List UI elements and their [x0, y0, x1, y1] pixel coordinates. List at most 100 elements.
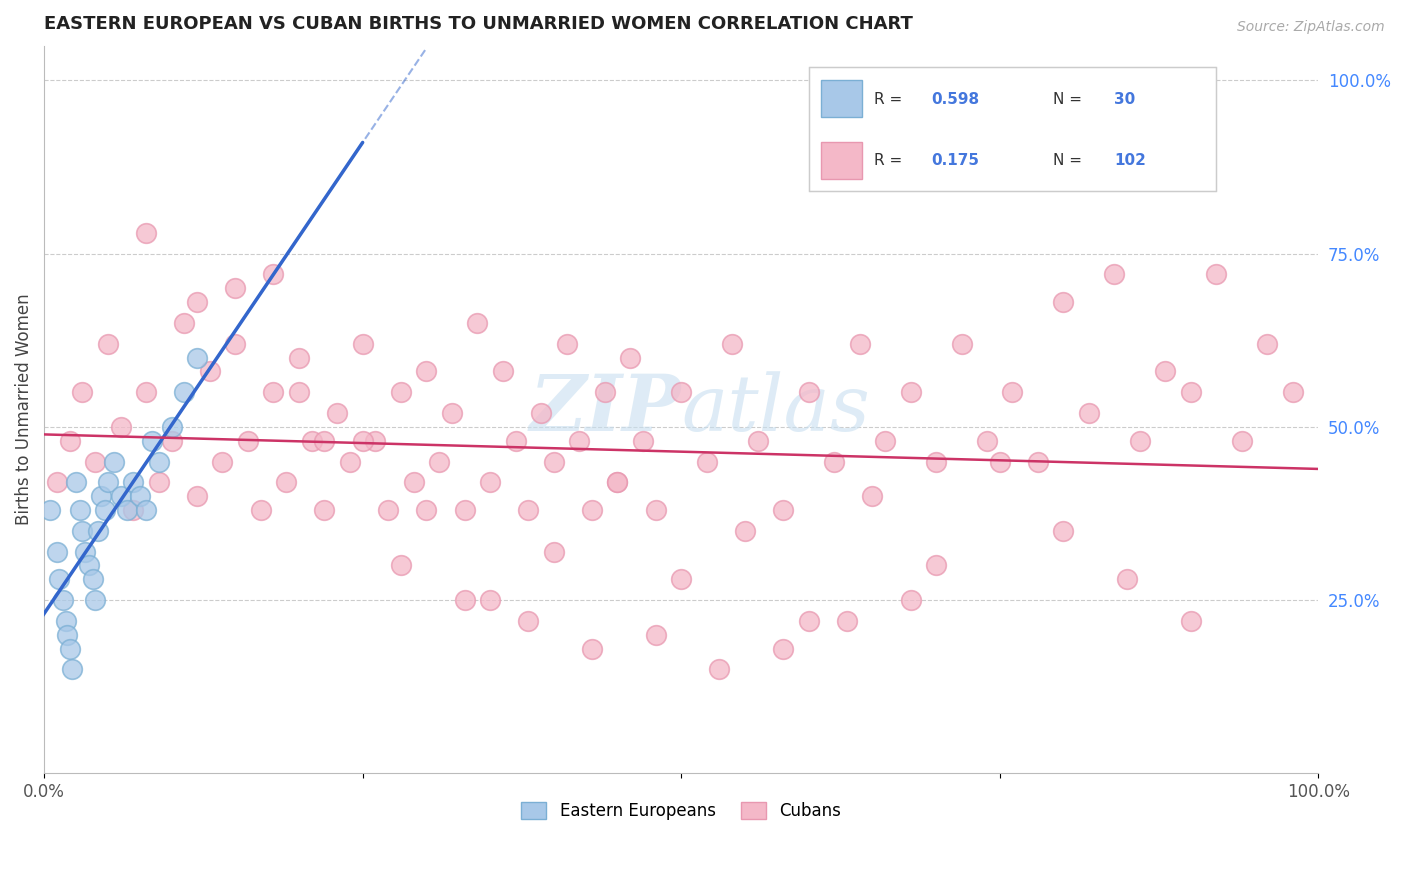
Point: [543, 544, 565, 558]
Point: [581, 641, 603, 656]
Point: [543, 454, 565, 468]
Point: [555, 336, 578, 351]
Point: [135, 226, 157, 240]
Text: EASTERN EUROPEAN VS CUBAN BIRTHS TO UNMARRIED WOMEN CORRELATION CHART: EASTERN EUROPEAN VS CUBAN BIRTHS TO UNMA…: [44, 15, 912, 33]
Point: [364, 434, 387, 448]
Point: [606, 475, 628, 490]
Point: [45, 475, 67, 490]
Point: [479, 593, 502, 607]
Point: [52, 593, 75, 607]
Point: [415, 503, 437, 517]
Point: [160, 420, 183, 434]
Point: [141, 434, 163, 448]
Point: [619, 351, 641, 365]
Point: [402, 475, 425, 490]
Point: [835, 614, 858, 628]
Point: [900, 385, 922, 400]
Y-axis label: Births to Unmarried Women: Births to Unmarried Women: [15, 293, 32, 525]
Point: [950, 336, 973, 351]
Point: [1001, 385, 1024, 400]
Point: [1256, 336, 1278, 351]
Point: [427, 454, 450, 468]
Point: [56, 628, 79, 642]
Point: [568, 434, 591, 448]
Point: [797, 614, 820, 628]
Point: [58, 434, 80, 448]
Point: [644, 628, 666, 642]
Point: [45, 544, 67, 558]
Point: [314, 503, 336, 517]
Point: [440, 406, 463, 420]
Point: [72, 524, 94, 538]
Point: [262, 268, 284, 282]
Point: [128, 489, 150, 503]
Point: [1026, 454, 1049, 468]
Point: [492, 364, 515, 378]
Point: [90, 489, 112, 503]
Point: [389, 558, 412, 573]
Point: [48, 573, 70, 587]
Point: [186, 489, 208, 503]
Point: [186, 351, 208, 365]
Point: [84, 454, 107, 468]
Point: [631, 434, 654, 448]
Point: [65, 475, 87, 490]
Point: [249, 503, 271, 517]
Point: [103, 454, 125, 468]
Point: [262, 385, 284, 400]
Point: [517, 614, 540, 628]
Point: [389, 385, 412, 400]
Point: [900, 593, 922, 607]
Point: [465, 316, 488, 330]
Point: [669, 385, 692, 400]
Point: [721, 336, 744, 351]
Point: [1281, 385, 1303, 400]
Point: [1104, 268, 1126, 282]
Point: [1052, 524, 1074, 538]
Point: [848, 336, 870, 351]
Point: [1180, 385, 1202, 400]
Point: [696, 454, 718, 468]
Point: [581, 503, 603, 517]
Point: [1116, 573, 1139, 587]
Point: [224, 336, 246, 351]
Point: [988, 454, 1011, 468]
Point: [925, 558, 948, 573]
Legend: Eastern Europeans, Cubans: Eastern Europeans, Cubans: [515, 796, 848, 827]
Point: [415, 364, 437, 378]
Point: [976, 434, 998, 448]
Point: [505, 434, 527, 448]
Point: [453, 593, 475, 607]
Point: [84, 593, 107, 607]
Point: [69, 503, 91, 517]
Point: [148, 475, 170, 490]
Point: [135, 503, 157, 517]
Point: [122, 475, 145, 490]
Point: [352, 434, 374, 448]
Text: ZIP: ZIP: [530, 371, 681, 448]
Point: [86, 524, 108, 538]
Point: [823, 454, 845, 468]
Point: [1154, 364, 1177, 378]
Point: [606, 475, 628, 490]
Point: [55, 614, 77, 628]
Point: [352, 336, 374, 351]
Point: [115, 503, 138, 517]
Point: [709, 663, 731, 677]
Point: [173, 316, 195, 330]
Point: [135, 385, 157, 400]
Point: [797, 385, 820, 400]
Point: [772, 641, 794, 656]
Point: [77, 558, 100, 573]
Point: [377, 503, 399, 517]
Point: [97, 475, 120, 490]
Point: [669, 573, 692, 587]
Point: [122, 503, 145, 517]
Point: [110, 489, 132, 503]
Point: [72, 385, 94, 400]
Point: [60, 663, 83, 677]
Point: [276, 475, 298, 490]
Point: [644, 503, 666, 517]
Point: [860, 489, 883, 503]
Point: [110, 420, 132, 434]
